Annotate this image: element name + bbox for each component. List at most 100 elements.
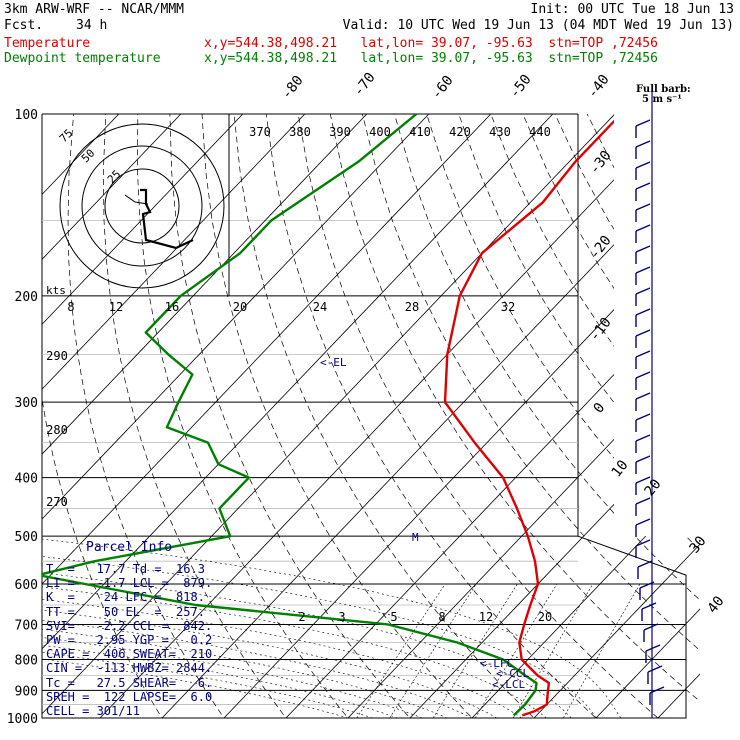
hodograph-ring-label: 25 xyxy=(105,168,124,187)
dry-adiabat xyxy=(618,114,700,718)
parcel-row: K = 24 LFC = 818. xyxy=(46,590,205,605)
mixing-ratio-low-label: 3 xyxy=(338,610,345,624)
isotherm-line xyxy=(211,114,700,718)
init-time: Init: 00 UTC Tue 18 Jun 13 xyxy=(530,2,735,17)
parcel-row: TT = 50 EL = 257. xyxy=(46,604,205,619)
isotherm-label: -30 xyxy=(587,148,615,178)
wind-barb-shaft xyxy=(635,287,651,295)
theta-e-label: 390 xyxy=(329,125,351,139)
hodograph-ring-label: 75 xyxy=(57,127,76,146)
pressure-tick-label: 300 xyxy=(15,396,38,411)
wind-barb-shaft xyxy=(635,413,651,421)
dry-adiabat xyxy=(297,114,674,718)
mixing-ratio-line xyxy=(356,583,446,718)
theta-e-label: 400 xyxy=(369,125,391,139)
parcel-info-box: Parcel Info T = 17.7 Td = 16.3 LI = -1.7 … xyxy=(46,538,228,728)
isotherm-line xyxy=(42,114,492,718)
isotherm-label: 40 xyxy=(705,593,728,616)
plot-frame xyxy=(41,114,687,719)
parcel-row: CIN = -113 HWBZ= 2844. xyxy=(46,661,213,676)
pressure-tick-label: 700 xyxy=(15,618,38,633)
wind-barb-shaft xyxy=(635,329,651,337)
dewpoint-legend: Dewpoint temperature xyxy=(4,51,161,66)
theta-e-label: 410 xyxy=(409,125,431,139)
moist-adiabat xyxy=(42,295,597,718)
mixing-ratio-line xyxy=(474,583,558,718)
wind-barb-shaft xyxy=(635,497,651,505)
hodograph-units: kts xyxy=(46,284,66,297)
wind-barb-shaft xyxy=(635,266,651,274)
level-annotation: <-EL xyxy=(320,356,347,369)
pressure-tick-label: 200 xyxy=(15,290,38,305)
level-annotation: <-CCL xyxy=(496,667,529,680)
parcel-row: SVI= -2.2 CCL = 842. xyxy=(46,618,213,633)
dry-adiabat xyxy=(329,114,700,718)
temperature-location: x,y=544.38,498.21 lat,lon= 39.07, -95.63… xyxy=(204,36,658,51)
isotherm-line xyxy=(397,114,700,718)
model-title: 3km ARW-WRF -- NCAR/MMM xyxy=(4,2,185,17)
wind-barb-shaft xyxy=(635,371,651,379)
dewpoint-location: x,y=544.38,498.21 lat,lon= 39.07, -95.63… xyxy=(204,51,658,66)
wind-barb-shaft xyxy=(635,245,651,253)
wind-barb-shaft xyxy=(643,623,659,631)
isotherm-line xyxy=(42,114,616,718)
wind-barb-shaft xyxy=(635,119,651,127)
hodograph-storm-motion xyxy=(124,194,149,205)
pressure-tick-label: 900 xyxy=(15,684,38,699)
dry-adiabat xyxy=(233,114,548,718)
isotherm-line xyxy=(42,114,306,718)
dry-adiabat xyxy=(554,114,700,718)
isotherm-line xyxy=(459,114,700,718)
theta-e-label: 440 xyxy=(529,125,551,139)
mixing-ratio-top-label: 28 xyxy=(405,300,419,314)
mixing-ratio-line xyxy=(512,583,594,718)
mixing-ratio-top-label: 32 xyxy=(501,300,515,314)
wind-barb-shaft xyxy=(635,518,651,526)
isotherm-line xyxy=(42,114,430,718)
temperature-legend: Temperature xyxy=(4,36,91,51)
isotherm-line xyxy=(42,114,244,718)
wind-barb-shaft xyxy=(635,434,651,442)
dry-adiabat xyxy=(650,114,700,718)
isotherm-line xyxy=(42,114,554,718)
wind-barbs xyxy=(635,90,665,718)
theta-e-label: 380 xyxy=(289,125,311,139)
dry-adiabat xyxy=(201,114,485,718)
forecast-hour: 34 h xyxy=(76,18,108,33)
wind-barb-shaft xyxy=(635,392,651,400)
pressure-tick-label: 1000 xyxy=(7,712,38,727)
mixing-ratio-line xyxy=(432,583,518,718)
dewpoint-line xyxy=(42,114,538,717)
isotherm-label: -80 xyxy=(279,73,307,103)
valid-time: Valid: 10 UTC Wed 19 Jun 13 (04 MDT Wed … xyxy=(342,18,734,33)
theta-e-label: 430 xyxy=(489,125,511,139)
barb-legend-line1: Full barb: xyxy=(636,84,691,95)
wind-barb-shaft xyxy=(647,665,663,673)
dry-adiabat xyxy=(169,114,422,718)
mixing-ratio-top-label: 24 xyxy=(313,300,327,314)
wind-barb-shaft xyxy=(635,539,651,547)
parcel-row: CELL = 301/11 xyxy=(46,704,140,718)
dry-adiabat xyxy=(490,114,700,718)
dry-adiabat xyxy=(42,114,171,718)
isotherm-label: -60 xyxy=(429,73,457,103)
hodograph-trace xyxy=(140,188,194,250)
dry-adiabat xyxy=(458,114,700,718)
pressure-tick-label: 400 xyxy=(15,472,38,487)
mixing-ratio-low-label: 12 xyxy=(479,610,493,624)
dry-adiabat xyxy=(394,114,700,718)
pressure-tick-label: 100 xyxy=(15,108,38,123)
moist-adiabat xyxy=(42,295,398,718)
parcel-row: LI = -1.7 LCL = 879. xyxy=(46,576,213,591)
wind-barb-shaft xyxy=(637,560,653,568)
theta-e-label: 420 xyxy=(449,125,471,139)
wind-barb-shaft xyxy=(635,182,651,190)
background-lines xyxy=(42,114,700,718)
isotherm-line xyxy=(273,114,700,718)
mixing-ratio-top-label: 16 xyxy=(165,300,179,314)
dry-adiabat xyxy=(137,114,359,718)
temperature-line xyxy=(443,114,622,717)
moist-adiabat xyxy=(42,295,448,718)
parcel-row: CAPE = 406 SWEAT= 210 xyxy=(46,647,213,662)
